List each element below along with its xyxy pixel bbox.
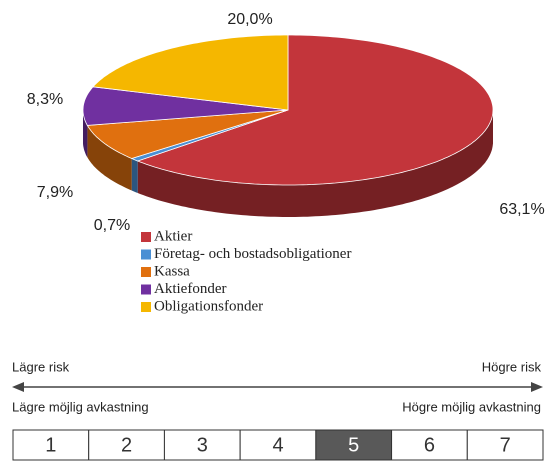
risk-level-label: 7 (500, 434, 511, 456)
pie-label: 63,1% (499, 201, 544, 218)
pie-slice (92, 34, 289, 111)
legend-swatch (141, 232, 151, 242)
risk-level-label: 1 (45, 434, 56, 456)
pie-label: 0,7% (94, 217, 130, 234)
pie-slice-side (131, 158, 138, 193)
pie-label: 8,3% (27, 91, 63, 108)
pie-label: 20,0% (227, 11, 272, 28)
pie-chart (82, 34, 494, 217)
risk-level-label: 2 (121, 434, 132, 456)
legend-swatch (141, 284, 151, 295)
pie-slice (136, 34, 494, 186)
risk-level-label: 5 (348, 434, 359, 456)
risk-level-box (163, 429, 241, 461)
pie-labels: 63,1% 0,7% 7,9% 8,3% 20,0% (27, 11, 545, 234)
legend-label: Företag- och bostadsobligationer (154, 246, 351, 262)
legend-label: Aktier (154, 228, 192, 244)
pie-slice-side (137, 110, 493, 217)
low-return-label: Lägre möjlig avkastning (12, 399, 149, 414)
risk-level-label: 4 (272, 434, 283, 456)
risk-arrow (12, 382, 543, 392)
pie-slice-side (87, 125, 132, 191)
risk-level-label: 3 (197, 434, 208, 456)
pie-slice (82, 86, 289, 126)
high-return-label: Högre möjlig avkastning (402, 399, 541, 414)
legend-swatch (141, 302, 151, 312)
legend-swatch (141, 249, 151, 260)
pie-slice (86, 109, 289, 159)
legend-label: Aktiefonder (154, 281, 226, 297)
legend-label: Obligationsfonder (154, 298, 263, 314)
legend-label: Kassa (154, 263, 190, 279)
legend-background (130, 226, 450, 336)
high-risk-label: Högre risk (482, 359, 542, 374)
risk-level-box (88, 429, 165, 461)
pie-label: 7,9% (37, 184, 73, 201)
legend-swatch (141, 267, 151, 277)
risk-level-box (391, 429, 468, 461)
legend: Aktier Företag- och bostadsobligationerKa… (141, 228, 351, 314)
risk-scale: 1 2 3 4 5 6 7 (12, 429, 544, 461)
risk-level-box (239, 429, 317, 461)
risk-level-box (315, 429, 393, 461)
risk-level-label: 6 (424, 434, 435, 456)
low-risk-label: Lägre risk (12, 359, 70, 374)
risk-level-box (466, 429, 544, 461)
risk-level-box (12, 429, 90, 461)
pie-slice-side (83, 110, 88, 158)
